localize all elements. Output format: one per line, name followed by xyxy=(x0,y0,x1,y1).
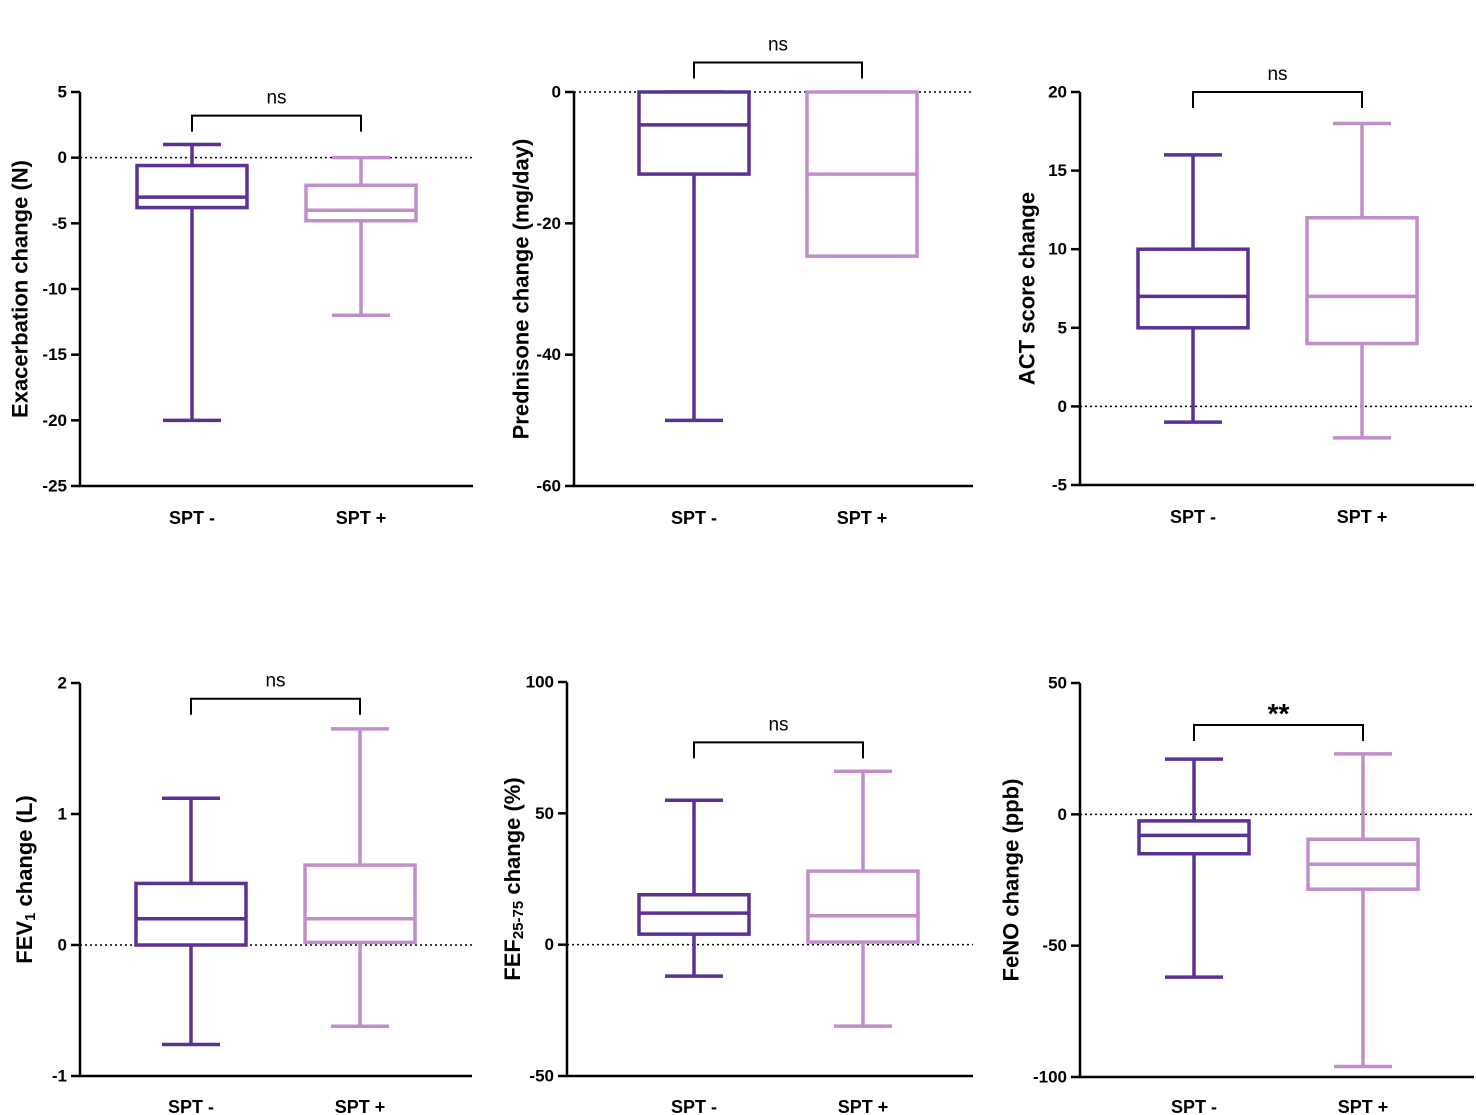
y-axis-label-rest-d: change (L) xyxy=(12,795,37,912)
box-spt-plus-f xyxy=(1306,752,1420,1069)
y-axis-label-main-d: FEV xyxy=(12,921,37,964)
iqr-box-spt-minus-f xyxy=(1137,819,1251,856)
category-label-spt-plus-d: SPT + xyxy=(335,1097,386,1115)
panel-e: FEF25-75 change (%) 100 50 0 -50 SPT - SPT + ns xyxy=(500,673,973,1115)
box-spt-plus-a xyxy=(304,155,418,318)
y-tick-label-c: -5 xyxy=(1052,476,1067,495)
y-axis-label-rest-e: change (%) xyxy=(500,777,525,900)
y-tick-label-a: 0 xyxy=(58,148,67,167)
category-label-spt-minus-a: SPT - xyxy=(169,508,215,528)
significance-label-f: ** xyxy=(1268,698,1290,729)
y-axis-label-main-e: FEF xyxy=(500,939,525,981)
category-label-spt-plus-f: SPT + xyxy=(1338,1097,1389,1115)
y-tick-label-a: -15 xyxy=(42,345,67,364)
iqr-box-spt-plus-d xyxy=(303,863,417,945)
category-label-spt-minus-c: SPT - xyxy=(1170,507,1216,527)
y-tick-label-d: 2 xyxy=(58,674,67,693)
significance-label-d: ns xyxy=(265,671,285,692)
category-label-spt-plus-a: SPT + xyxy=(336,508,387,528)
significance-bracket-f xyxy=(1193,724,1364,742)
y-tick-label-f: -100 xyxy=(1033,1068,1067,1087)
y-axis-label-sub-e: 25-75 xyxy=(510,901,527,939)
panel-c: ACT score change 20 15 10 5 0 -5 SPT - SPT + ns xyxy=(1015,64,1474,527)
iqr-box-spt-minus-c xyxy=(1136,247,1250,330)
iqr-box-spt-plus-c xyxy=(1305,216,1419,346)
box-spt-minus-f xyxy=(1137,757,1251,979)
y-axis-label-sub-d: 1 xyxy=(22,913,39,921)
y-tick-label-f: 0 xyxy=(1058,805,1067,824)
y-tick-label-a: -20 xyxy=(42,411,67,430)
y-tick-label-d: 1 xyxy=(58,805,67,824)
box-spt-plus-e xyxy=(806,769,920,1028)
significance-label-a: ns xyxy=(266,88,286,109)
y-tick-label-c: 20 xyxy=(1048,83,1067,102)
iqr-box-spt-plus-e xyxy=(806,869,920,944)
y-tick-label-f: -50 xyxy=(1042,936,1067,955)
iqr-box-spt-minus-a xyxy=(135,163,249,210)
y-tick-label-e: -50 xyxy=(529,1067,554,1086)
significance-label-b: ns xyxy=(768,34,788,55)
y-axis-label-e: FEF25-75 change (%) xyxy=(500,777,527,980)
y-tick-label-b: -40 xyxy=(536,345,561,364)
y-tick-label-d: 0 xyxy=(58,936,67,955)
y-tick-label-e: 0 xyxy=(545,935,554,954)
y-tick-label-a: -10 xyxy=(42,280,67,299)
y-tick-label-b: -20 xyxy=(536,214,561,233)
iqr-box-spt-plus-a xyxy=(304,183,418,223)
category-label-spt-minus-b: SPT - xyxy=(671,508,717,528)
significance-bracket-d xyxy=(190,697,361,715)
significance-bracket-b xyxy=(693,61,863,79)
y-tick-label-c: 10 xyxy=(1048,240,1067,259)
y-axis-label-c: ACT score change xyxy=(1015,192,1040,385)
box-spt-plus-c xyxy=(1305,121,1419,440)
box-spt-minus-e xyxy=(637,798,751,978)
category-label-spt-minus-e: SPT - xyxy=(671,1097,717,1115)
box-spt-plus-d xyxy=(303,727,417,1028)
significance-label-e: ns xyxy=(768,714,788,735)
category-label-spt-plus-e: SPT + xyxy=(838,1097,889,1115)
box-spt-plus-b xyxy=(805,90,919,258)
y-tick-label-a: -5 xyxy=(52,214,67,233)
iqr-box-spt-minus-b xyxy=(637,90,751,176)
category-label-spt-plus-c: SPT + xyxy=(1337,507,1388,527)
y-tick-label-c: 15 xyxy=(1048,161,1067,180)
y-tick-label-e: 100 xyxy=(526,673,554,692)
y-axis-label-a: Exacerbation change (N) xyxy=(8,160,33,418)
y-tick-label-e: 50 xyxy=(535,804,554,823)
panel-b: Prednisone change (mg/day) 0 -20 -40 -60 SPT … xyxy=(509,34,973,528)
box-spt-minus-a xyxy=(135,142,249,423)
y-tick-label-c: 0 xyxy=(1058,397,1067,416)
panel-f: FeNO change (ppb) 50 0 -50 -100 SPT - SPT + ** xyxy=(999,674,1474,1115)
category-label-spt-minus-f: SPT - xyxy=(1171,1097,1217,1115)
significance-label-c: ns xyxy=(1267,64,1287,85)
box-spt-minus-d xyxy=(134,796,248,1047)
y-axis-label-b: Prednisone change (mg/day) xyxy=(509,139,534,440)
significance-bracket-e xyxy=(693,741,864,759)
panel-a: Exacerbation change (N) 5 0 -5 -10 -15 -20 -25 S… xyxy=(8,83,473,528)
significance-bracket-a xyxy=(191,114,362,132)
y-tick-label-b: -60 xyxy=(536,477,561,496)
significance-bracket-c xyxy=(1192,91,1363,108)
box-spt-minus-b xyxy=(637,90,751,423)
box-spt-minus-c xyxy=(1136,153,1250,424)
y-tick-label-d: -1 xyxy=(52,1067,67,1086)
iqr-box-spt-minus-d xyxy=(134,881,248,947)
y-axis-label-f: FeNO change (ppb) xyxy=(999,779,1024,982)
y-tick-label-c: 5 xyxy=(1058,318,1067,337)
y-tick-label-f: 50 xyxy=(1048,674,1067,693)
y-axis-label-d: FEV1 change (L) xyxy=(12,795,39,963)
y-tick-label-b: 0 xyxy=(552,83,561,102)
category-label-spt-minus-d: SPT - xyxy=(168,1097,214,1115)
y-tick-label-a: 5 xyxy=(58,83,67,102)
category-label-spt-plus-b: SPT + xyxy=(837,508,888,528)
y-tick-label-a: -25 xyxy=(42,477,67,496)
